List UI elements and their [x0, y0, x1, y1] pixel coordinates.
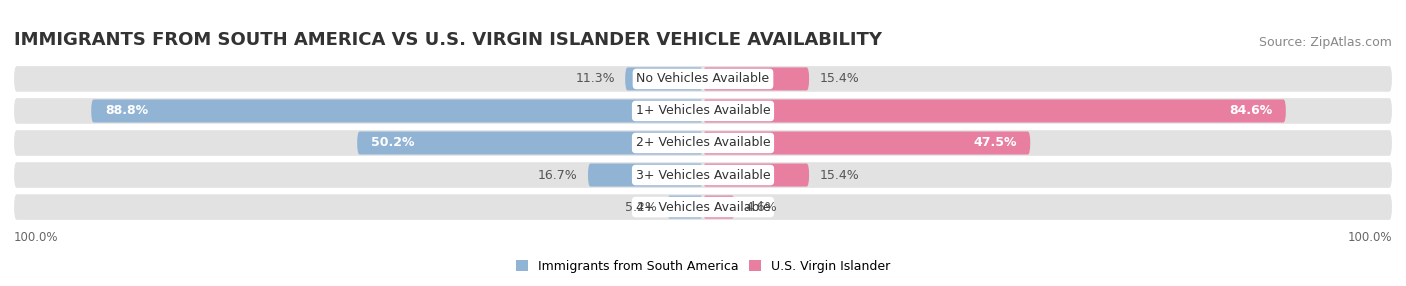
Text: 84.6%: 84.6% — [1229, 104, 1272, 118]
Text: 4+ Vehicles Available: 4+ Vehicles Available — [636, 200, 770, 214]
FancyBboxPatch shape — [626, 67, 703, 90]
FancyBboxPatch shape — [703, 132, 1031, 154]
Text: Source: ZipAtlas.com: Source: ZipAtlas.com — [1258, 35, 1392, 49]
Text: No Vehicles Available: No Vehicles Available — [637, 72, 769, 86]
Text: 15.4%: 15.4% — [820, 72, 859, 86]
Text: 4.6%: 4.6% — [745, 200, 776, 214]
FancyBboxPatch shape — [703, 196, 735, 219]
FancyBboxPatch shape — [14, 66, 1392, 92]
Text: 3+ Vehicles Available: 3+ Vehicles Available — [636, 168, 770, 182]
Text: 100.0%: 100.0% — [14, 231, 59, 244]
Legend: Immigrants from South America, U.S. Virgin Islander: Immigrants from South America, U.S. Virg… — [510, 255, 896, 278]
FancyBboxPatch shape — [14, 162, 1392, 188]
FancyBboxPatch shape — [703, 67, 808, 90]
Text: 15.4%: 15.4% — [820, 168, 859, 182]
Text: 5.2%: 5.2% — [624, 200, 657, 214]
Text: 2+ Vehicles Available: 2+ Vehicles Available — [636, 136, 770, 150]
Text: 47.5%: 47.5% — [973, 136, 1017, 150]
FancyBboxPatch shape — [14, 194, 1392, 220]
Text: 11.3%: 11.3% — [575, 72, 614, 86]
FancyBboxPatch shape — [14, 130, 1392, 156]
Text: 50.2%: 50.2% — [371, 136, 415, 150]
FancyBboxPatch shape — [668, 196, 703, 219]
FancyBboxPatch shape — [91, 100, 703, 122]
FancyBboxPatch shape — [357, 132, 703, 154]
Text: 1+ Vehicles Available: 1+ Vehicles Available — [636, 104, 770, 118]
Text: 16.7%: 16.7% — [538, 168, 578, 182]
Text: IMMIGRANTS FROM SOUTH AMERICA VS U.S. VIRGIN ISLANDER VEHICLE AVAILABILITY: IMMIGRANTS FROM SOUTH AMERICA VS U.S. VI… — [14, 31, 882, 49]
Text: 88.8%: 88.8% — [105, 104, 148, 118]
FancyBboxPatch shape — [14, 98, 1392, 124]
FancyBboxPatch shape — [588, 164, 703, 186]
FancyBboxPatch shape — [703, 100, 1286, 122]
FancyBboxPatch shape — [703, 164, 808, 186]
Text: 100.0%: 100.0% — [1347, 231, 1392, 244]
